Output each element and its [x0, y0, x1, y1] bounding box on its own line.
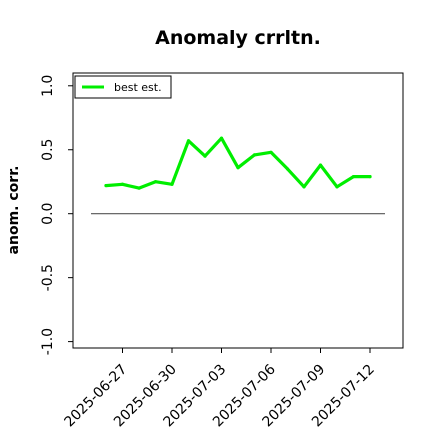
legend-label: best est. — [114, 81, 162, 94]
data-point — [137, 186, 141, 190]
plot-frame — [72, 72, 404, 349]
data-point — [269, 150, 273, 154]
y-tick-label: -1.0 — [40, 328, 56, 355]
y-tick-label: 1.0 — [40, 75, 56, 97]
data-point — [351, 175, 356, 179]
data-point — [302, 185, 306, 189]
data-point — [335, 185, 339, 189]
data-point — [186, 139, 191, 143]
y-tick-label: 0.0 — [40, 203, 56, 225]
data-point — [368, 175, 372, 179]
y-tick-label: 0.5 — [40, 139, 56, 161]
data-point — [236, 166, 240, 170]
data-point — [285, 167, 290, 171]
data-point — [219, 136, 224, 140]
data-point — [120, 182, 125, 186]
data-point — [203, 154, 207, 158]
data-point — [318, 163, 323, 167]
data-point — [153, 180, 158, 184]
legend-box — [74, 75, 172, 99]
y-tick-label: -0.5 — [40, 264, 56, 291]
legend: best est. — [74, 75, 172, 99]
chart-title: Anomaly crrltn. — [155, 27, 321, 49]
data-point — [104, 183, 108, 188]
data-point — [170, 182, 174, 186]
y-axis-label: anom. corr. — [6, 166, 22, 255]
data-point — [252, 153, 257, 157]
series-line — [104, 136, 372, 190]
